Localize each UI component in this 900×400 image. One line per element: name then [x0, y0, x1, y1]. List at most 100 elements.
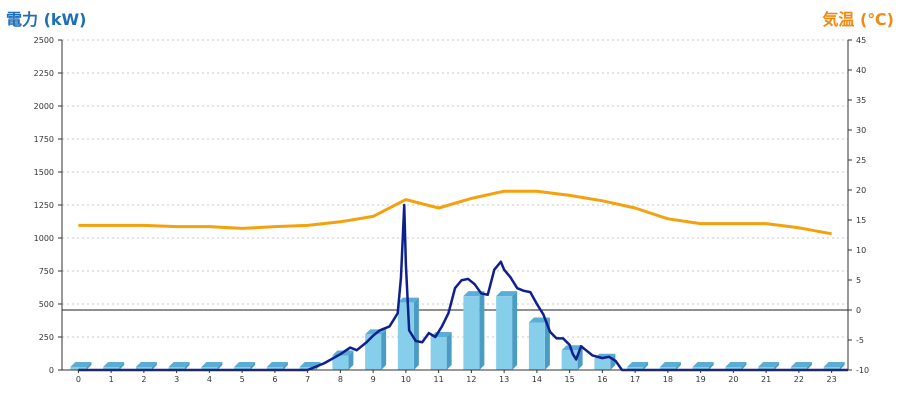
left-tick-label: 500 [39, 300, 54, 309]
right-tick-label: 20 [856, 186, 866, 195]
bar-top [561, 345, 583, 351]
x-tick-label: 4 [207, 375, 212, 384]
left-tick-label: 1500 [34, 168, 54, 177]
right-axis-title: 気温 (℃) [822, 10, 894, 29]
bar [627, 367, 644, 370]
bar-top [758, 362, 780, 367]
bar-top [659, 362, 681, 367]
bar [234, 367, 251, 370]
bar [463, 296, 480, 370]
bar-side [184, 362, 190, 370]
bar-side [512, 291, 518, 370]
bar [594, 358, 611, 370]
right-tick-label: 5 [856, 276, 861, 285]
bar [332, 355, 349, 370]
right-tick-label: 0 [856, 306, 861, 315]
bar-side [86, 362, 92, 370]
x-tick-label: 13 [499, 375, 509, 384]
bar-side [479, 291, 485, 370]
line-layer [78, 189, 848, 372]
bar-side [446, 332, 452, 370]
bar [365, 334, 382, 370]
bar [135, 367, 152, 370]
right-tick-label: 30 [856, 126, 866, 135]
x-tick-label: 14 [532, 375, 542, 384]
bar-side [774, 362, 780, 370]
left-tick-label: 2000 [34, 102, 54, 111]
x-tick-label: 9 [371, 375, 376, 384]
bar [430, 337, 447, 370]
right-tick-label: 15 [856, 216, 866, 225]
left-tick-label: 2250 [34, 69, 54, 78]
x-tick-label: 7 [305, 375, 310, 384]
bar-side [151, 362, 157, 370]
bar-side [741, 362, 747, 370]
bar-top [168, 362, 190, 367]
temperature-line [78, 189, 832, 236]
bar-side [839, 362, 845, 370]
bar [692, 367, 709, 370]
bar-top [234, 362, 256, 367]
x-tick-label: 2 [141, 375, 146, 384]
bar [103, 367, 120, 370]
bar-top [135, 362, 157, 367]
bar [168, 367, 185, 370]
bar [201, 367, 218, 370]
left-tick-label: 750 [39, 267, 54, 276]
power-line [78, 203, 848, 372]
bar-side [348, 350, 354, 370]
x-tick-label: 10 [401, 375, 411, 384]
right-tick-label: 40 [856, 66, 866, 75]
bar-top [823, 362, 845, 367]
bar [725, 367, 742, 370]
bar-top [496, 291, 518, 297]
left-tick-label: 1750 [34, 135, 54, 144]
left-axis-title: 電力 (kW) [6, 10, 87, 29]
x-tick-label: 18 [663, 375, 673, 384]
x-tick-label: 12 [466, 375, 476, 384]
left-tick-label: 1250 [34, 201, 54, 210]
bar-side [675, 362, 681, 370]
bar-side [413, 297, 419, 370]
x-tick-label: 6 [272, 375, 277, 384]
bar [659, 367, 676, 370]
bar-side [806, 362, 812, 370]
bar [758, 367, 775, 370]
x-tick-label: 23 [827, 375, 837, 384]
x-tick-label: 15 [565, 375, 575, 384]
bar-top [201, 362, 223, 367]
grid-layer [62, 39, 848, 338]
bar [528, 322, 545, 370]
x-tick-label: 16 [597, 375, 607, 384]
bar-side [381, 329, 387, 370]
left-tick-label: 250 [39, 333, 54, 342]
bar-side [250, 362, 256, 370]
bar [299, 367, 316, 370]
x-tick-label: 11 [434, 375, 444, 384]
right-tick-label: 35 [856, 96, 866, 105]
right-tick-label: 10 [856, 246, 866, 255]
x-tick-label: 8 [338, 375, 343, 384]
x-tick-label: 0 [76, 375, 81, 384]
right-tick-label: 45 [856, 36, 866, 45]
bar [397, 302, 414, 370]
bar-top [70, 362, 92, 367]
x-tick-label: 3 [174, 375, 179, 384]
bar [266, 367, 283, 370]
bar-side [119, 362, 125, 370]
x-tick-label: 1 [109, 375, 114, 384]
bar-top [627, 362, 649, 367]
bar [790, 367, 807, 370]
x-tick-label: 5 [240, 375, 245, 384]
bar-side [643, 362, 649, 370]
bar [70, 367, 87, 370]
right-tick-label: 25 [856, 156, 866, 165]
bar-side [708, 362, 714, 370]
bar-top [103, 362, 125, 367]
left-tick-label: 0 [49, 366, 54, 375]
left-tick-label: 2500 [34, 36, 54, 45]
bar-layer [70, 291, 845, 370]
x-tick-label: 17 [630, 375, 640, 384]
x-tick-label: 20 [728, 375, 738, 384]
